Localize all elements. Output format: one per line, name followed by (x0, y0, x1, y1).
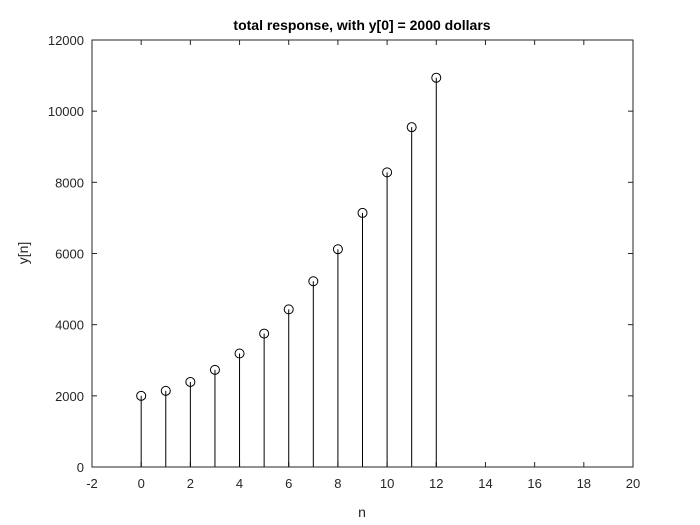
stem-marker (332, 244, 343, 255)
x-tick-label: 10 (380, 476, 394, 491)
y-tick-label: 12000 (48, 33, 84, 48)
x-tick-label: 16 (527, 476, 541, 491)
y-tick-label: 2000 (55, 389, 84, 404)
x-tick-label: 18 (577, 476, 591, 491)
y-axis-ticks: 0 2000 4000 6000 8000 10000 12000 (48, 33, 633, 475)
y-axis-label: y[n] (15, 242, 31, 265)
stem-marker (259, 328, 270, 339)
x-tick-label: 6 (285, 476, 292, 491)
chart-title: total response, with y[0] = 2000 dollars (233, 17, 490, 33)
x-tick-label: 8 (334, 476, 341, 491)
y-tick-label: 4000 (55, 318, 84, 333)
y-tick-label: 10000 (48, 104, 84, 119)
y-tick-label: 8000 (55, 175, 84, 190)
stem-marker (382, 167, 393, 178)
y-tick-label: 0 (77, 460, 84, 475)
stem-marker (406, 122, 417, 133)
stem-marker (209, 364, 220, 375)
y-tick-label: 6000 (55, 247, 84, 262)
stem-marker (308, 276, 319, 287)
stem-marker (431, 72, 442, 83)
stem-marker (185, 376, 196, 387)
x-tick-label: 20 (626, 476, 640, 491)
stem-marker (234, 348, 245, 359)
stem-marker (160, 385, 171, 396)
x-tick-label: 4 (236, 476, 243, 491)
x-tick-label: -2 (86, 476, 98, 491)
x-tick-label: 2 (187, 476, 194, 491)
stem-marker (357, 207, 368, 218)
x-tick-label: 14 (478, 476, 492, 491)
stem-marker (283, 304, 294, 315)
x-tick-label: 0 (138, 476, 145, 491)
x-tick-label: 12 (429, 476, 443, 491)
data-series (136, 72, 442, 467)
axes-box (91, 39, 634, 468)
stem-marker (136, 390, 147, 401)
x-axis-label: n (358, 504, 366, 520)
